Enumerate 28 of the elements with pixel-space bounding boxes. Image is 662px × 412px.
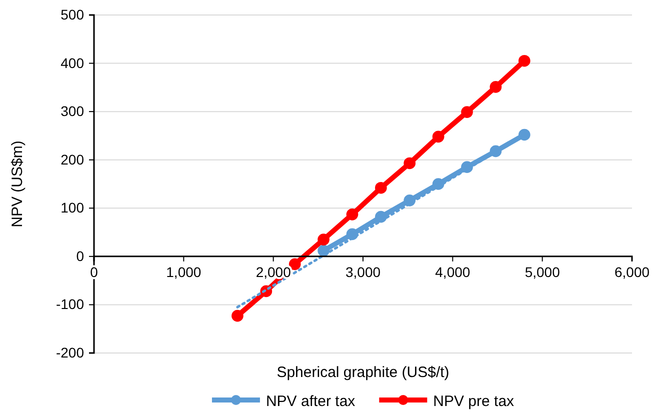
y-tick-label: 500 bbox=[60, 6, 84, 22]
point bbox=[232, 310, 244, 322]
x-tick-label: 4,000 bbox=[435, 264, 470, 280]
y-tick-label: 200 bbox=[60, 151, 84, 168]
point bbox=[375, 182, 387, 194]
point bbox=[404, 157, 416, 170]
point bbox=[318, 234, 330, 246]
y-tick-label: 300 bbox=[60, 103, 84, 120]
x-tick-label: 6,000 bbox=[614, 264, 650, 280]
point bbox=[518, 128, 530, 141]
x-tick-label: 1,000 bbox=[166, 264, 202, 280]
point bbox=[518, 54, 530, 67]
legend-label: NPV pre tax bbox=[433, 393, 515, 410]
point bbox=[346, 208, 358, 220]
x-axis-title: Spherical graphite (US$/t) bbox=[276, 364, 450, 381]
point bbox=[490, 81, 502, 93]
y-tick-label: 400 bbox=[60, 54, 84, 71]
point bbox=[288, 258, 301, 270]
y-tick-label: -200 bbox=[56, 344, 84, 360]
x-tick-label: 3,000 bbox=[345, 264, 381, 280]
y-tick-label: -100 bbox=[56, 296, 84, 312]
y-tick-label: 100 bbox=[60, 200, 84, 216]
y-axis-title: NPV (US$m) bbox=[9, 140, 26, 228]
legend-label: NPV after tax bbox=[266, 393, 356, 410]
point bbox=[432, 130, 444, 143]
point bbox=[461, 106, 473, 118]
y-tick-label: 0 bbox=[76, 248, 84, 264]
x-tick-label: 5,000 bbox=[524, 264, 560, 280]
